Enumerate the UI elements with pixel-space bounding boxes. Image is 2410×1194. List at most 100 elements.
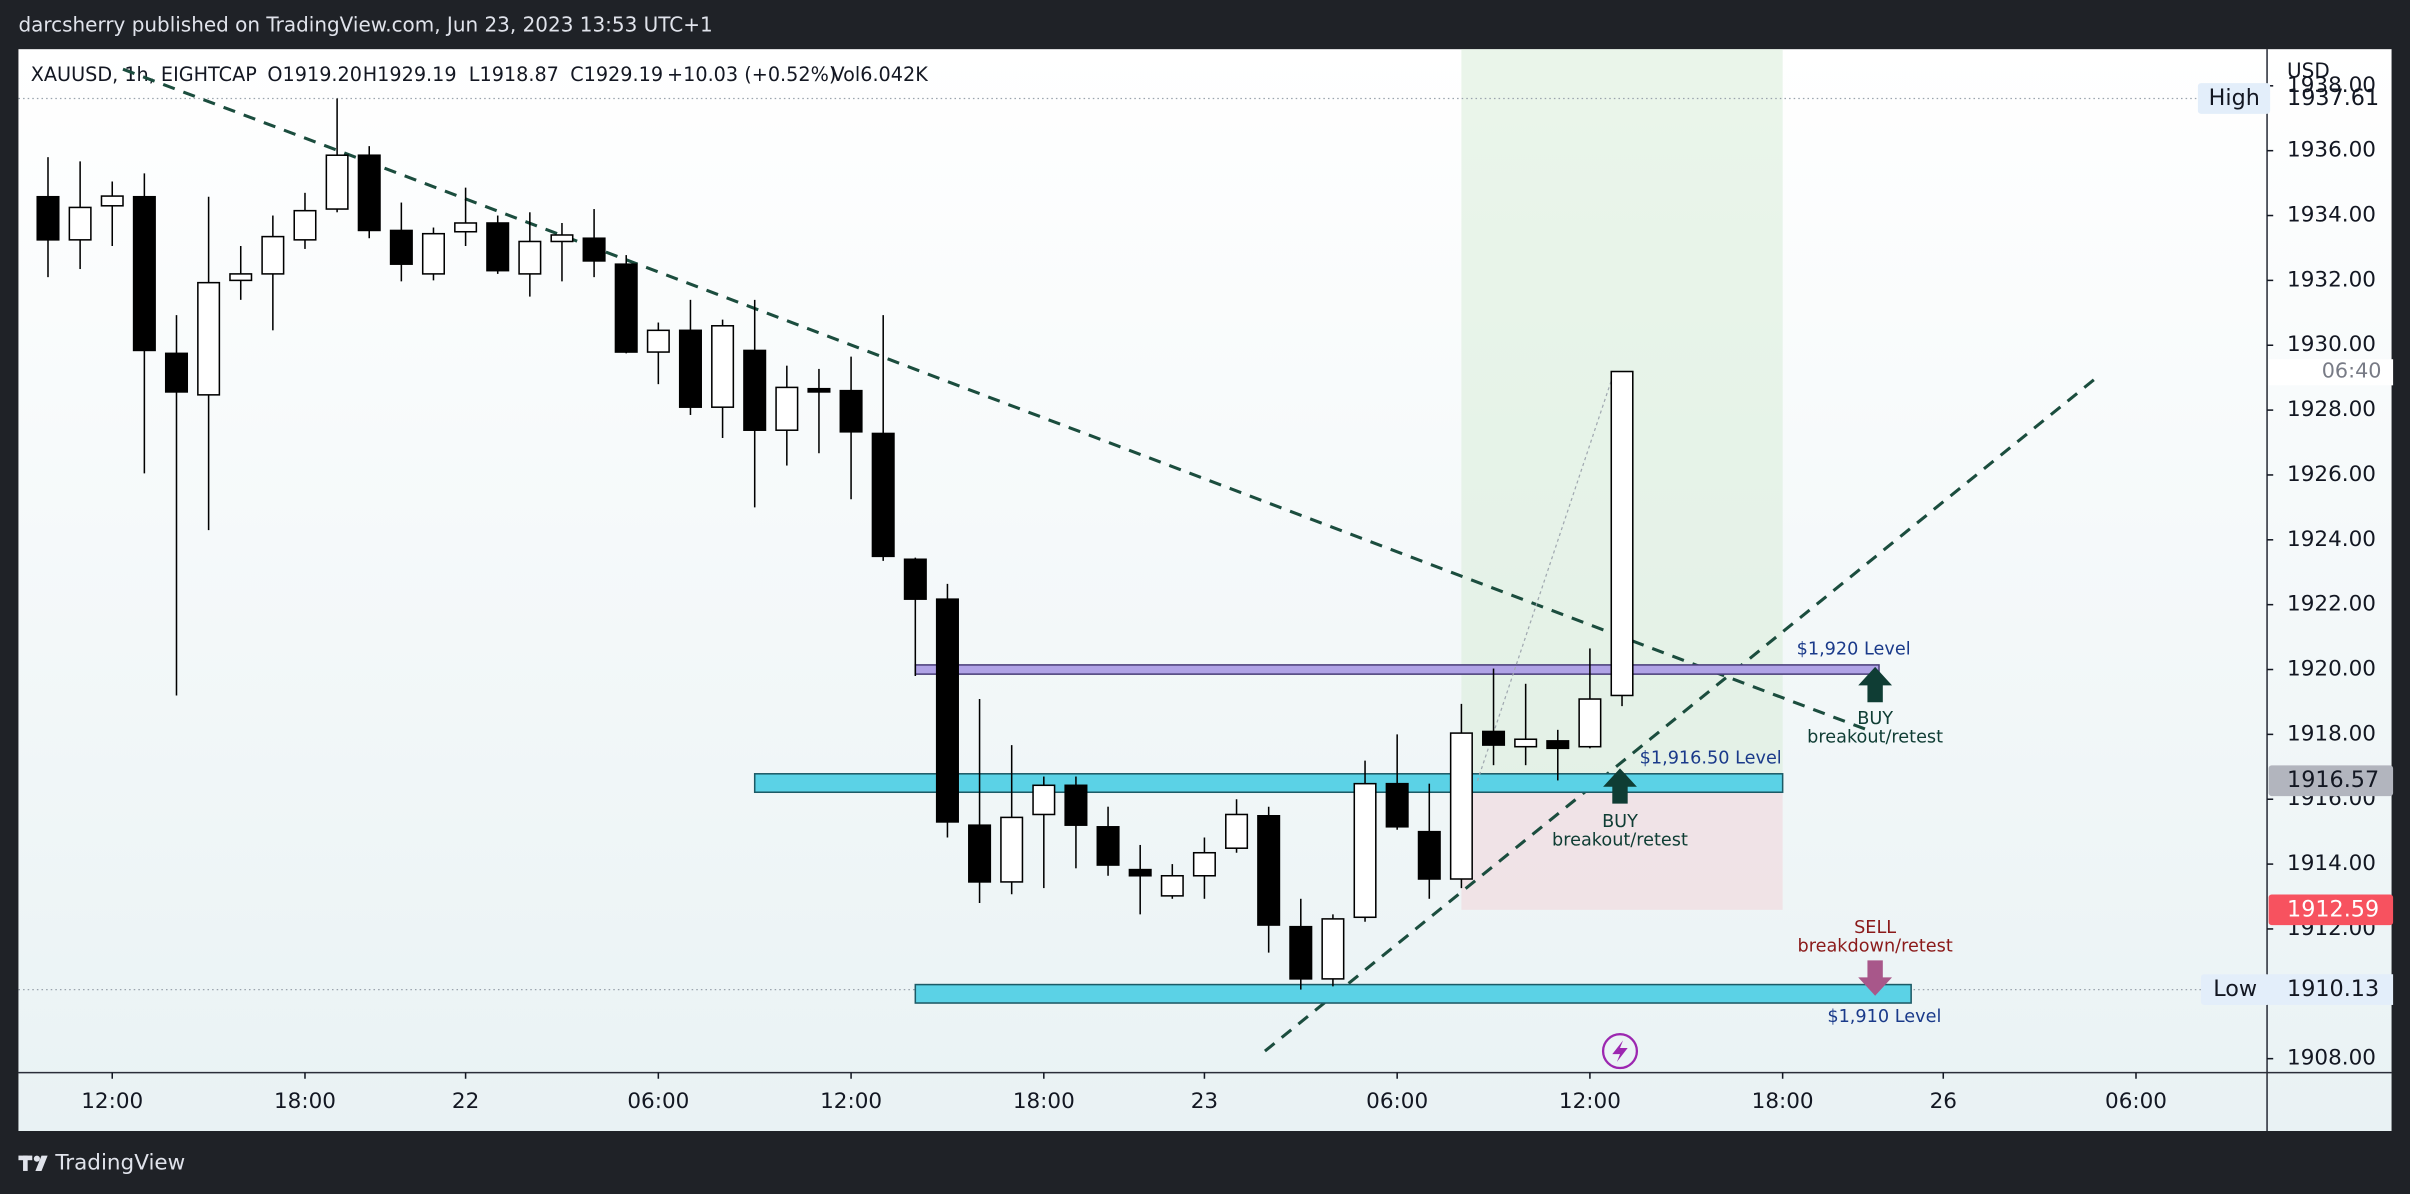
low-price: 1910.13 — [2287, 976, 2379, 1002]
low-price-bg — [2268, 974, 2394, 1005]
brand: TradingView — [54, 1150, 185, 1175]
candle-body — [261, 235, 285, 275]
candle-body — [164, 352, 189, 393]
legend-change: +10.03 (+0.52%) — [667, 63, 836, 86]
signal-arrow — [1603, 768, 1637, 804]
event-icon[interactable] — [1601, 1033, 1639, 1070]
candle-body — [1160, 874, 1184, 897]
x-tick-label: 12:00 — [81, 1089, 143, 1114]
stop-tag-label: 1912.59 — [2287, 896, 2379, 922]
level-label: $1,910 Level — [1827, 1007, 1941, 1027]
high-price: 1937.61 — [2287, 85, 2379, 111]
x-tick-label: 06:00 — [627, 1089, 689, 1114]
high-label-bg — [2197, 83, 2271, 114]
y-tick-label: 1932.00 — [2287, 267, 2376, 292]
candle-body — [454, 222, 478, 233]
candle-body — [1385, 782, 1409, 828]
x-tick-label: 23 — [1191, 1089, 1218, 1114]
candle-body — [1610, 370, 1634, 697]
y-tick-label: 1928.00 — [2287, 397, 2376, 422]
candle-body — [197, 281, 221, 396]
candle-body — [1096, 826, 1120, 866]
signal-action: BUY — [1857, 709, 1893, 729]
candle-body — [646, 329, 670, 353]
candle-body — [357, 154, 381, 232]
signal-text: breakout/retest — [1807, 728, 1943, 748]
candle-body — [421, 232, 446, 275]
x-tick-label: 18:00 — [1013, 1089, 1075, 1114]
x-tick-label: 12:00 — [1559, 1089, 1621, 1114]
entry-tag-label: 1916.57 — [2287, 767, 2379, 793]
y-tick-label: 1926.00 — [2287, 462, 2376, 487]
candle-body — [775, 386, 799, 431]
candle-body — [903, 558, 927, 600]
trendline-up — [1263, 375, 2099, 1053]
signal-arrow — [1858, 666, 1893, 703]
candle-body — [1482, 730, 1506, 746]
candle-body — [1000, 816, 1024, 883]
candle-body — [839, 389, 863, 433]
y-tick-label: 1918.00 — [2287, 721, 2376, 746]
candle-body — [1289, 925, 1313, 980]
candle-body — [711, 325, 735, 408]
signal-text: breakout/retest — [1552, 831, 1688, 851]
candle-body — [614, 263, 638, 353]
candle-body — [550, 234, 574, 243]
candle-body — [1321, 918, 1345, 980]
candle-body — [1514, 738, 1538, 748]
legend: XAUUSD, 1h, EIGHTCAP O1919.20 H1929.19 L… — [31, 63, 928, 86]
signal-text: breakdown/retest — [1798, 937, 1953, 957]
candle-body — [807, 387, 831, 393]
candle-body — [1064, 784, 1088, 826]
x-tick-label: 26 — [1930, 1089, 1957, 1114]
high-label: High — [2209, 85, 2260, 111]
signal-action: BUY — [1602, 812, 1638, 832]
level-zone — [914, 983, 1912, 1004]
x-tick-label: 06:00 — [2105, 1089, 2167, 1114]
candle-body — [1353, 782, 1377, 919]
candle-body — [1257, 815, 1281, 926]
candle-body — [968, 824, 992, 883]
signal-action: SELL — [1854, 918, 1896, 938]
y-tick-label: 1936.00 — [2287, 138, 2376, 163]
candle-body — [100, 195, 124, 207]
candle-body — [293, 209, 317, 241]
candle-body — [325, 154, 349, 210]
legend-low: L1918.87 — [469, 63, 559, 86]
legend-close: C1929.19 — [570, 63, 663, 86]
x-tick-label: 12:00 — [820, 1089, 882, 1114]
candle-body — [68, 206, 92, 241]
countdown: 06:40 — [2322, 359, 2382, 383]
x-tick-label: 18:00 — [1752, 1089, 1814, 1114]
level-zone — [914, 664, 1880, 675]
candle-body — [132, 195, 156, 352]
candle-body — [1225, 813, 1249, 849]
candle-body — [389, 229, 413, 265]
y-tick-label: 1938.00 — [2287, 73, 2376, 98]
x-tick-label: 06:00 — [1366, 1089, 1428, 1114]
candle-body — [935, 598, 959, 823]
candle-body — [36, 195, 60, 241]
trendline-down — [122, 67, 1868, 732]
position-path — [1476, 371, 1615, 781]
candle-body — [582, 237, 606, 262]
y-tick-label: 1934.00 — [2287, 203, 2376, 228]
currency: USD — [2287, 59, 2330, 83]
candle-body — [486, 222, 510, 272]
low-label-bg — [2200, 974, 2271, 1005]
entry-tag — [2268, 765, 2394, 797]
brand-logo — [18, 1155, 48, 1171]
countdown-bg — [2268, 359, 2394, 386]
legend-open: O1919.20 — [267, 63, 362, 86]
candle-body — [1128, 868, 1152, 877]
y-tick-label: 1914.00 — [2287, 851, 2376, 876]
candle-body — [1032, 784, 1056, 816]
candle-body — [1578, 698, 1602, 748]
stop-tag — [2268, 894, 2394, 926]
level-label: $1,916.50 Level — [1640, 748, 1782, 768]
published: darcsherry published on TradingView.com,… — [18, 13, 712, 37]
candle-body — [229, 273, 253, 282]
y-tick-label: 1920.00 — [2287, 657, 2376, 682]
